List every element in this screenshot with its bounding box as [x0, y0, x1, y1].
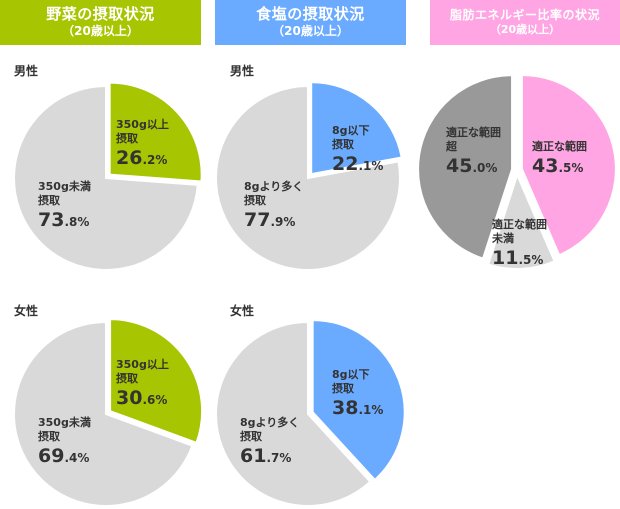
veg-male-label-0-line-0: 350g以上	[116, 117, 169, 131]
salt-female-label-0-line-0: 8g以下	[332, 368, 370, 381]
salt-female-sex-label: 女性	[230, 304, 255, 318]
salt-male-slice-1	[215, 84, 401, 271]
fat-male-value-1: 11.5%	[492, 247, 543, 269]
fat-male-label-2-line-0: 適正な範囲	[446, 125, 501, 139]
salt-header-subtitle: （20歳以上）	[272, 24, 349, 38]
salt-male-label-0-line-0: 8g以下	[332, 124, 370, 137]
veg-header-title: 野菜の摂取状況	[46, 5, 155, 23]
veg-male-label-1-line-0: 350g未満	[38, 179, 91, 193]
fat-header-title: 脂肪エネルギー比率の状況	[449, 8, 600, 22]
salt-male-label-1-line-1: 摂取	[244, 193, 266, 207]
veg-female-slice-1	[13, 320, 194, 507]
fat-male-label-1-line-1: 未満	[491, 231, 514, 245]
salt-female-label-1-line-0: 8gより多く	[240, 415, 299, 429]
fat-male-slice-0	[520, 73, 617, 257]
veg-female-label-1-line-1: 摂取	[38, 429, 60, 443]
fat-male-label-1-line-0: 適正な範囲	[492, 217, 547, 231]
fat-male-label-2-line-1: 超	[445, 139, 458, 153]
veg-female-value-0: 30.6%	[116, 387, 167, 409]
salt-female-value-0: 38.1%	[332, 397, 383, 419]
salt-male-label-0-line-1: 摂取	[332, 137, 354, 151]
veg-female-value-1: 69.4%	[38, 445, 89, 467]
veg-male-label-1-line-1: 摂取	[38, 193, 60, 207]
veg-male-value-1: 73.8%	[38, 209, 89, 231]
salt-female-label-1-line-1: 摂取	[240, 429, 262, 443]
veg-male-sex-label: 男性	[14, 64, 39, 78]
veg-header-subtitle: （20歳以上）	[62, 24, 139, 38]
salt-header-title: 食塩の摂取状況	[256, 5, 365, 23]
salt-header: 食塩の摂取状況 （20歳以上）	[215, 0, 406, 45]
fat-male-value-2: 45.0%	[446, 155, 497, 177]
salt-female-label-0-line-1: 摂取	[332, 381, 354, 395]
veg-header: 野菜の摂取状況 （20歳以上）	[0, 0, 201, 45]
veg-male-label-0-line-1: 摂取	[116, 131, 138, 145]
veg-female-slice-0	[109, 318, 204, 445]
salt-female-slice-1	[215, 320, 372, 507]
fat-male-value-0: 43.5%	[532, 155, 583, 177]
veg-female-sex-label: 女性	[14, 304, 39, 318]
veg-female-label-1-line-0: 350g未満	[38, 415, 91, 429]
fat-header: 脂肪エネルギー比率の状況 （20歳以上）	[430, 0, 620, 45]
veg-male-value-0: 26.2%	[116, 147, 167, 169]
fat-male-label-0: 適正な範囲 43.5%	[532, 139, 587, 177]
fat-header-subtitle: （20歳以上）	[489, 23, 561, 36]
fat-male-slice-2	[417, 74, 514, 260]
salt-male-value-1: 77.9%	[244, 209, 295, 231]
veg-female-label-0-line-0: 350g以上	[116, 357, 169, 371]
salt-male-value-0: 22.1%	[332, 153, 383, 175]
fat-male-label-0-line-0: 適正な範囲	[532, 139, 587, 153]
salt-female-slice-0	[311, 319, 406, 482]
salt-male-label-1-line-0: 8gより多く	[244, 179, 303, 193]
veg-male-slice-0	[108, 81, 203, 183]
salt-male-sex-label: 男性	[230, 64, 255, 78]
salt-female-value-1: 61.7%	[240, 445, 291, 467]
fat-male-slice-1	[486, 172, 556, 270]
veg-male-slice-1	[13, 84, 199, 271]
salt-male-slice-0	[310, 81, 403, 176]
veg-female-label-0-line-1: 摂取	[116, 371, 138, 385]
